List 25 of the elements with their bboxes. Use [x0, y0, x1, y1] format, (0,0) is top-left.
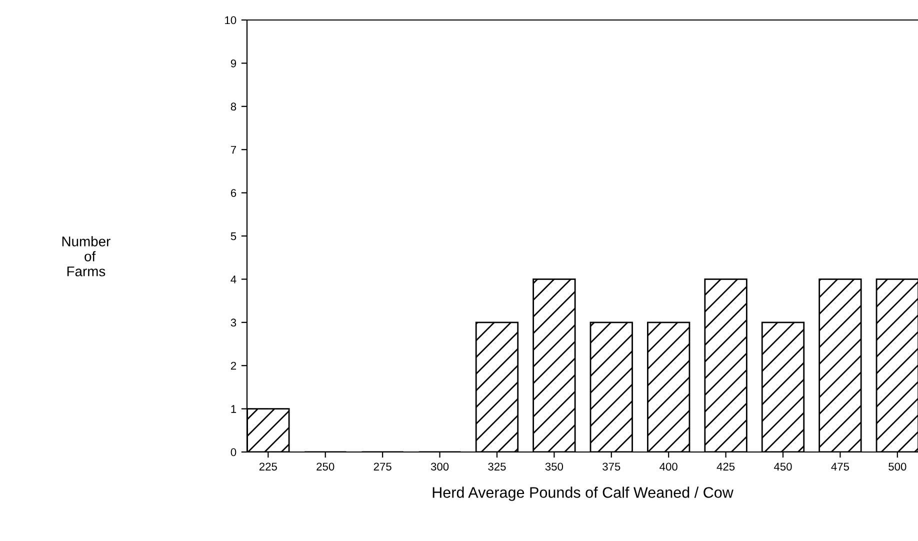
x-tick-label: 325 — [488, 462, 506, 471]
y-tick-label: 8 — [230, 102, 236, 111]
y-tick-label: 3 — [230, 318, 236, 327]
x-tick-label: 450 — [774, 462, 792, 471]
y-tick-label: 4 — [230, 276, 236, 284]
x-tick-label: 425 — [716, 462, 735, 471]
x-tick-label: 500 — [888, 462, 906, 471]
x-tick-label: 400 — [660, 462, 678, 471]
y-tick-label: 5 — [230, 232, 236, 240]
x-tick-label: 350 — [545, 462, 564, 471]
x-tick-label: 275 — [374, 462, 392, 471]
x-axis-title: Herd Average Pounds of Calf Weaned / Cow — [432, 486, 734, 501]
y-tick-label: 2 — [230, 362, 236, 370]
y-tick-label: 6 — [230, 189, 236, 197]
x-tick-label: 475 — [831, 462, 850, 471]
x-tick-label: 250 — [316, 462, 334, 471]
y-tick-label: 0 — [230, 448, 236, 456]
text: Number of Farms — [62, 236, 110, 276]
y-tick-label: 7 — [230, 146, 236, 154]
x-tick-label: 300 — [430, 462, 449, 471]
y-tick-label: 9 — [230, 59, 236, 68]
x-tick-label: 375 — [602, 462, 620, 471]
y-tick-label: 1 — [231, 405, 236, 413]
x-tick-label: 225 — [259, 462, 277, 471]
y-tick-label: 10 — [225, 16, 236, 24]
